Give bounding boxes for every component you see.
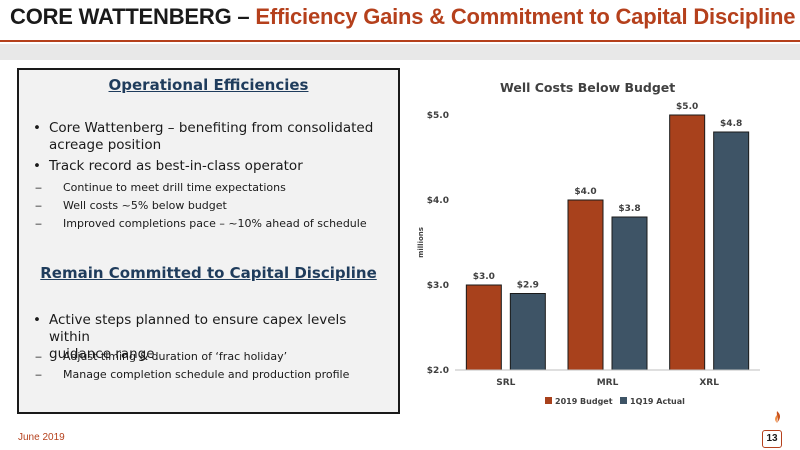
y-tick-label: $2.0 — [427, 366, 449, 376]
legend-label: 2019 Budget — [555, 397, 613, 406]
bullet-item: • Active steps planned to ensure capex l… — [33, 312, 379, 363]
data-label: $3.0 — [473, 272, 495, 282]
bullet-glyph: • — [33, 158, 41, 174]
sub-bullet-text: Improved completions pace – ~10% ahead o… — [63, 217, 367, 230]
data-label: $5.0 — [676, 102, 698, 112]
dash-glyph: ‒ — [35, 368, 42, 381]
legend-swatch — [620, 397, 627, 404]
bar — [509, 293, 546, 371]
x-tick-label: SRL — [496, 378, 515, 388]
chart-title: Well Costs Below Budget — [500, 80, 676, 95]
y-axis-label: millions — [417, 227, 425, 258]
bar — [567, 199, 604, 371]
x-tick-label: MRL — [597, 378, 619, 388]
bullet-glyph: • — [33, 120, 41, 136]
title-accent: Efficiency Gains & Commitment to Capital… — [255, 4, 796, 29]
bar — [713, 131, 750, 371]
sub-bullet-item: ‒ Improved completions pace – ~10% ahead… — [35, 217, 393, 230]
legend-swatch — [545, 397, 552, 404]
title-main: CORE WATTENBERG – — [10, 4, 250, 29]
bullet-glyph: • — [33, 312, 41, 328]
company-logo-icon — [775, 411, 781, 423]
sub-bullet-item: ‒ Continue to meet drill time expectatio… — [35, 181, 393, 194]
x-tick-label: XRL — [699, 378, 719, 388]
sub-bullet-text: Continue to meet drill time expectations — [63, 181, 286, 194]
section-heading-capital: Remain Committed to Capital Discipline — [40, 264, 377, 282]
data-label: $4.0 — [574, 187, 596, 197]
sub-bullet-item: ‒ Well costs ~5% below budget — [35, 199, 393, 212]
y-tick-label: $5.0 — [427, 111, 449, 121]
footer-date: June 2019 — [18, 432, 65, 443]
bullet-text: Core Wattenberg – benefiting from consol… — [49, 120, 374, 136]
sub-bullet-text: Manage completion schedule and productio… — [63, 368, 350, 381]
bullet-text-cont: guidance range — [49, 346, 155, 362]
sub-bullet-item: ‒ Manage completion schedule and product… — [35, 368, 393, 381]
sub-bullet-item: ‒ Adjust timing & duration of ‘frac holi… — [35, 350, 393, 363]
dash-glyph: ‒ — [35, 181, 42, 194]
sub-bullet-text: Adjust timing & duration of ‘frac holida… — [63, 350, 288, 363]
text-panel: Operational Efficiencies • Core Wattenbe… — [17, 68, 400, 414]
bar — [611, 216, 648, 371]
bullet-item: • Core Wattenberg – benefiting from cons… — [33, 120, 379, 154]
dash-glyph: ‒ — [35, 217, 42, 230]
bullet-text: Track record as best-in-class operator — [49, 158, 303, 174]
sub-bullet-text: Well costs ~5% below budget — [63, 199, 227, 212]
data-label: $3.8 — [618, 204, 640, 214]
y-tick-label: $3.0 — [427, 281, 449, 291]
bullet-item: • Track record as best-in-class operator — [33, 158, 379, 175]
slide-title: CORE WATTENBERG – Efficiency Gains & Com… — [10, 4, 795, 30]
bar — [465, 284, 502, 371]
section-heading-operational: Operational Efficiencies — [108, 76, 309, 94]
page-number: 13 — [762, 430, 782, 448]
data-label: $4.8 — [720, 119, 742, 129]
title-divider — [0, 40, 800, 42]
dash-glyph: ‒ — [35, 350, 42, 363]
data-label: $2.9 — [517, 281, 539, 291]
bullet-text: Active steps planned to ensure capex lev… — [49, 312, 347, 345]
bar — [669, 114, 706, 371]
dash-glyph: ‒ — [35, 199, 42, 212]
header-band — [0, 44, 800, 60]
y-tick-label: $4.0 — [427, 196, 449, 206]
bullet-text-cont: acreage position — [49, 137, 162, 153]
legend-label: 1Q19 Actual — [630, 397, 685, 406]
